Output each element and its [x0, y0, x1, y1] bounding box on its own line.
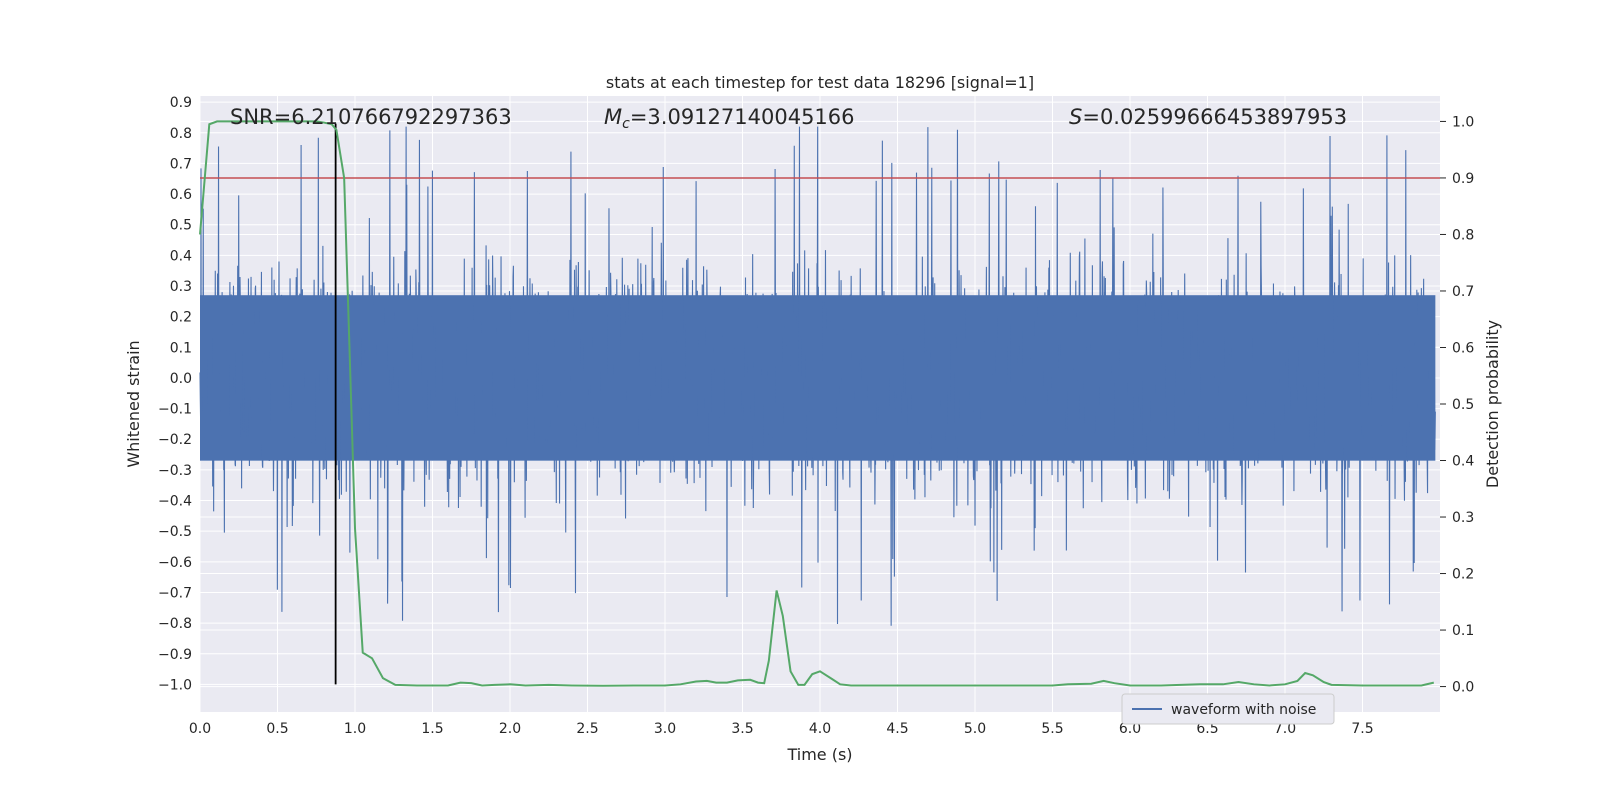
y2-tick-label: 1.0	[1452, 114, 1474, 130]
y-axis-ticks: 0.9 0.8 0.7 0.6 0.5 0.4 0.3 0.2 0.1 0.0 −0.1 −0.2 −0…	[158, 95, 192, 693]
y-tick-label: −0.8	[158, 616, 192, 632]
legend-box	[1121, 693, 1335, 725]
x-tick-label: 4.0	[809, 721, 831, 737]
y2-tick-label: 0.1	[1452, 623, 1474, 639]
chirp-mass-annotation: Mc=3.09127140045166	[604, 105, 855, 132]
x-tick-label: 3.0	[654, 721, 676, 737]
chirp-mass-symbol: M	[604, 105, 622, 129]
y-tick-label: −0.3	[158, 463, 192, 479]
y2-axis-ticks: 1.0 0.9 0.8 0.7 0.6 0.5 0.4 0.3 0.2 0.1 0.0	[1440, 114, 1474, 696]
y-tick-label: 0.0	[170, 371, 192, 387]
chirp-mass-subscript: c	[622, 116, 630, 132]
y2-tick-label: 0.4	[1452, 454, 1474, 470]
y-tick-label: 0.4	[170, 248, 192, 264]
x-tick-label: 5.0	[964, 721, 986, 737]
waveform-series	[199, 126, 1436, 626]
s-value: =0.02599666453897953	[1082, 105, 1347, 129]
x-tick-label: 0.0	[189, 721, 211, 737]
y-tick-label: 0.1	[170, 340, 192, 356]
waveform-line	[199, 126, 1436, 626]
x-axis-label: Time (s)	[786, 745, 852, 764]
y-tick-label: −0.5	[158, 524, 192, 540]
s-annotation: S=0.02599666453897953	[1069, 105, 1347, 129]
detection-probability-line	[199, 120, 1435, 687]
y-tick-label: 0.8	[170, 126, 192, 142]
y2-tick-label: 0.3	[1452, 510, 1474, 526]
chirp-mass-value: =3.09127140045166	[630, 105, 855, 129]
x-tick-label: 1.0	[344, 721, 366, 737]
y-tick-label: −0.2	[158, 432, 192, 448]
y2-tick-label: 0.2	[1452, 567, 1474, 583]
chart-title: stats at each timestep for test data 182…	[606, 73, 1034, 92]
x-tick-label: 2.5	[576, 721, 598, 737]
x-tick-label: 6.5	[1196, 721, 1218, 737]
y-tick-label: −0.7	[158, 585, 192, 601]
y-tick-label: 0.9	[170, 95, 192, 111]
x-tick-label: 7.0	[1274, 721, 1296, 737]
snr-annotation: SNR=6.210766792297363	[230, 105, 512, 129]
y-tick-label: 0.2	[170, 310, 192, 326]
y2-tick-label: 0.7	[1452, 284, 1474, 300]
x-axis-ticks: 0.0 0.5 1.0 1.5 2.0 2.5 3.0 3.5 4.0 4.5 5.0 5.5 6.0 6…	[189, 721, 1374, 737]
y2-tick-label: 0.6	[1452, 340, 1474, 356]
x-tick-label: 5.5	[1041, 721, 1063, 737]
overlay	[199, 120, 1440, 687]
s-symbol: S	[1069, 105, 1082, 129]
y2-tick-label: 0.0	[1452, 680, 1474, 696]
y-tick-label: 0.3	[170, 279, 192, 295]
y2-tick-label: 0.9	[1452, 171, 1474, 187]
x-tick-label: 4.5	[886, 721, 908, 737]
x-tick-label: 7.5	[1351, 721, 1373, 737]
legend-label-waveform: waveform with noise	[1171, 702, 1316, 718]
y-tick-label: −0.1	[158, 402, 192, 418]
y-tick-label: 0.7	[170, 156, 192, 172]
x-tick-label: 2.0	[499, 721, 521, 737]
y2-tick-label: 0.5	[1452, 397, 1474, 413]
y2-tick-label: 0.8	[1452, 227, 1474, 243]
y-tick-label: −0.4	[158, 494, 192, 510]
x-tick-label: 3.5	[731, 721, 753, 737]
y2-axis-label: Detection probability	[1483, 320, 1502, 488]
x-tick-label: 6.0	[1119, 721, 1141, 737]
y-tick-label: −0.6	[158, 555, 192, 571]
y-tick-label: −1.0	[158, 677, 192, 693]
x-tick-label: 0.5	[266, 721, 288, 737]
x-tick-label: 1.5	[421, 721, 443, 737]
y-tick-label: −0.9	[158, 647, 192, 663]
y-axis-label: Whitened strain	[124, 340, 143, 467]
y-tick-label: 0.5	[170, 218, 192, 234]
y-tick-label: 0.6	[170, 187, 192, 203]
legend: waveform with noise	[1121, 693, 1335, 725]
